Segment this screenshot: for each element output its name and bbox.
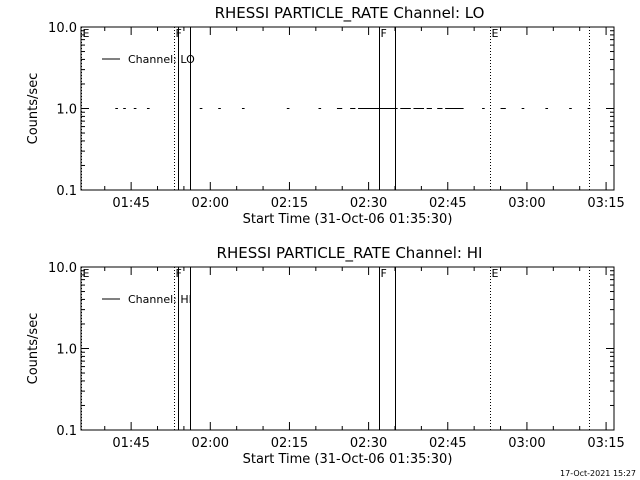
timestamp-label: 17-Oct-2021 15:27 bbox=[560, 469, 636, 478]
event-marker-flag: E bbox=[83, 27, 90, 40]
x-tick-label: 03:15 bbox=[587, 436, 624, 451]
y-tick-label: 10.0 bbox=[48, 261, 77, 276]
y-tick-label: 0.1 bbox=[56, 184, 77, 199]
x-tick-label: 03:15 bbox=[587, 196, 624, 211]
event-marker-flag: E bbox=[492, 27, 499, 40]
x-tick-label: 02:45 bbox=[429, 196, 466, 211]
x-axis-label: Start Time (31-Oct-06 01:35:30) bbox=[243, 212, 453, 227]
y-tick-label: 1.0 bbox=[56, 103, 77, 118]
event-marker-flag: E bbox=[492, 267, 499, 280]
chart-title: RHESSI PARTICLE_RATE Channel: LO bbox=[215, 4, 485, 23]
x-axis-label: Start Time (31-Oct-06 01:35:30) bbox=[243, 452, 453, 467]
y-tick-label: 0.1 bbox=[56, 424, 77, 439]
x-tick-label: 03:00 bbox=[508, 196, 545, 211]
chart-panel-hi: RHESSI PARTICLE_RATE Channel: HI 0.1 1.0 10… bbox=[26, 244, 625, 467]
x-tick-label: 01:45 bbox=[112, 436, 149, 451]
x-tick-label: 02:15 bbox=[271, 196, 308, 211]
x-tick-label: 02:45 bbox=[429, 436, 466, 451]
chart-title: RHESSI PARTICLE_RATE Channel: HI bbox=[217, 244, 483, 263]
x-tick-label: 02:15 bbox=[271, 436, 308, 451]
y-tick-label: 10.0 bbox=[48, 21, 77, 36]
y-axis-label: Counts/sec bbox=[26, 313, 41, 385]
event-marker-flag: F bbox=[381, 267, 387, 280]
y-axis-label: Counts/sec bbox=[26, 73, 41, 145]
chart-panel-lo: RHESSI PARTICLE_RATE Channel: LO 0.1 1.0 10… bbox=[26, 4, 625, 227]
x-tick-label: 02:00 bbox=[192, 196, 229, 211]
x-tick-label: 02:00 bbox=[192, 436, 229, 451]
x-tick-label: 02:30 bbox=[350, 436, 387, 451]
x-tick-label: 02:30 bbox=[350, 196, 387, 211]
legend-label: Channel: LO bbox=[128, 53, 195, 66]
x-tick-label: 01:45 bbox=[112, 196, 149, 211]
event-marker-flag: F bbox=[381, 27, 387, 40]
y-tick-label: 1.0 bbox=[56, 343, 77, 358]
x-tick-label: 03:00 bbox=[508, 436, 545, 451]
legend-label: Channel: HI bbox=[128, 293, 192, 306]
event-marker-flag: E bbox=[83, 267, 90, 280]
